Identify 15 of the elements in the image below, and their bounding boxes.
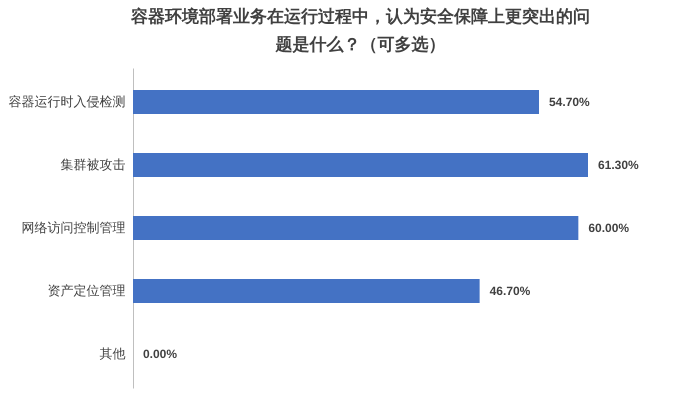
chart-title: 容器环境部署业务在运行过程中，认为安全保障上更突出的问题是什么？（可多选） xyxy=(130,7,590,55)
data-label: 61.30% xyxy=(598,158,640,172)
y-tick-label: 资产定位管理 xyxy=(48,284,126,299)
data-label: 54.70% xyxy=(549,95,590,110)
y-tick-label: 容器运行时入侵检测 xyxy=(8,94,126,110)
y-tick-label: 其他 xyxy=(100,346,126,362)
bar xyxy=(133,216,578,240)
y-tick-label: 网络访问控制管理 xyxy=(22,220,126,236)
bar xyxy=(133,153,588,177)
bar xyxy=(133,90,540,114)
bar xyxy=(133,279,480,303)
data-label: 46.70% xyxy=(490,284,531,298)
y-tick-label: 集群被攻击 xyxy=(60,158,126,174)
data-label: 0.00% xyxy=(143,346,178,361)
data-label: 60.00% xyxy=(588,221,630,235)
